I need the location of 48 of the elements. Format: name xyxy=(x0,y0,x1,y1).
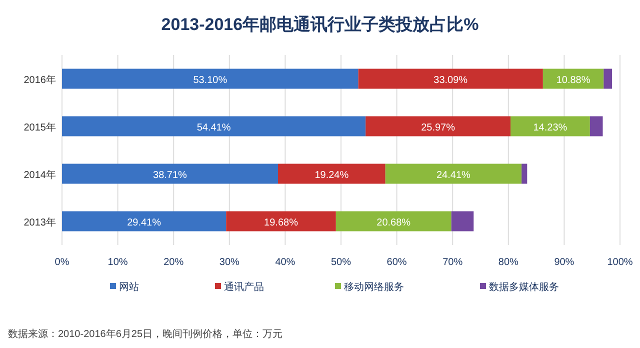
x-tick-label: 80% xyxy=(498,257,519,268)
data-label: 20.68% xyxy=(376,217,411,228)
x-tick-label: 30% xyxy=(219,257,240,268)
data-label: 14.23% xyxy=(533,122,568,134)
bar xyxy=(62,164,278,184)
source-note: 数据来源：2010-2016年6月25日，晚间刊例价格，单位：万元 xyxy=(8,328,283,340)
data-label: 19.68% xyxy=(264,217,298,228)
chart-title: 2013-2016年邮电通讯行业子类投放占比% xyxy=(161,15,479,34)
x-tick-label: 60% xyxy=(386,257,407,268)
bar xyxy=(336,211,452,232)
data-label: 54.41% xyxy=(196,122,231,134)
bar xyxy=(590,116,603,136)
bar xyxy=(366,116,511,136)
bar xyxy=(278,164,386,184)
data-label: 53.10% xyxy=(193,74,228,86)
x-tick-label: 50% xyxy=(330,257,352,268)
bar xyxy=(385,164,522,184)
y-tick-label: 2014年 xyxy=(24,168,56,181)
bar xyxy=(62,211,226,232)
bar xyxy=(522,164,528,184)
data-label: 19.24% xyxy=(314,170,349,181)
x-tick-label: 0% xyxy=(54,257,70,268)
bar xyxy=(62,68,358,89)
x-tick-label: 40% xyxy=(275,257,296,268)
legend-label: 数据多媒体服务 xyxy=(489,281,559,293)
x-tick-label: 90% xyxy=(554,257,574,268)
x-tick-label: 100% xyxy=(607,257,633,268)
y-tick-label: 2015年 xyxy=(24,121,56,134)
legend-label: 移动网络服务 xyxy=(344,281,404,293)
bar xyxy=(62,116,366,136)
data-label: 33.09% xyxy=(434,74,468,86)
bar xyxy=(451,211,474,232)
data-label: 24.41% xyxy=(436,170,471,181)
bar xyxy=(510,116,590,136)
bar xyxy=(226,211,336,232)
data-label: 29.41% xyxy=(127,217,162,228)
legend-label: 通讯产品 xyxy=(224,281,264,293)
y-tick-label: 2013年 xyxy=(24,216,56,228)
legend-label: 网站 xyxy=(119,281,139,293)
bar xyxy=(358,68,543,89)
x-tick-label: 20% xyxy=(164,257,184,268)
data-label: 25.97% xyxy=(421,122,456,134)
y-tick-label: 2016年 xyxy=(24,74,56,86)
data-label: 38.71% xyxy=(153,170,188,181)
data-label: 10.88% xyxy=(556,74,590,86)
x-tick-label: 70% xyxy=(442,257,463,268)
x-tick-label: 10% xyxy=(108,257,128,268)
bar xyxy=(604,68,612,89)
